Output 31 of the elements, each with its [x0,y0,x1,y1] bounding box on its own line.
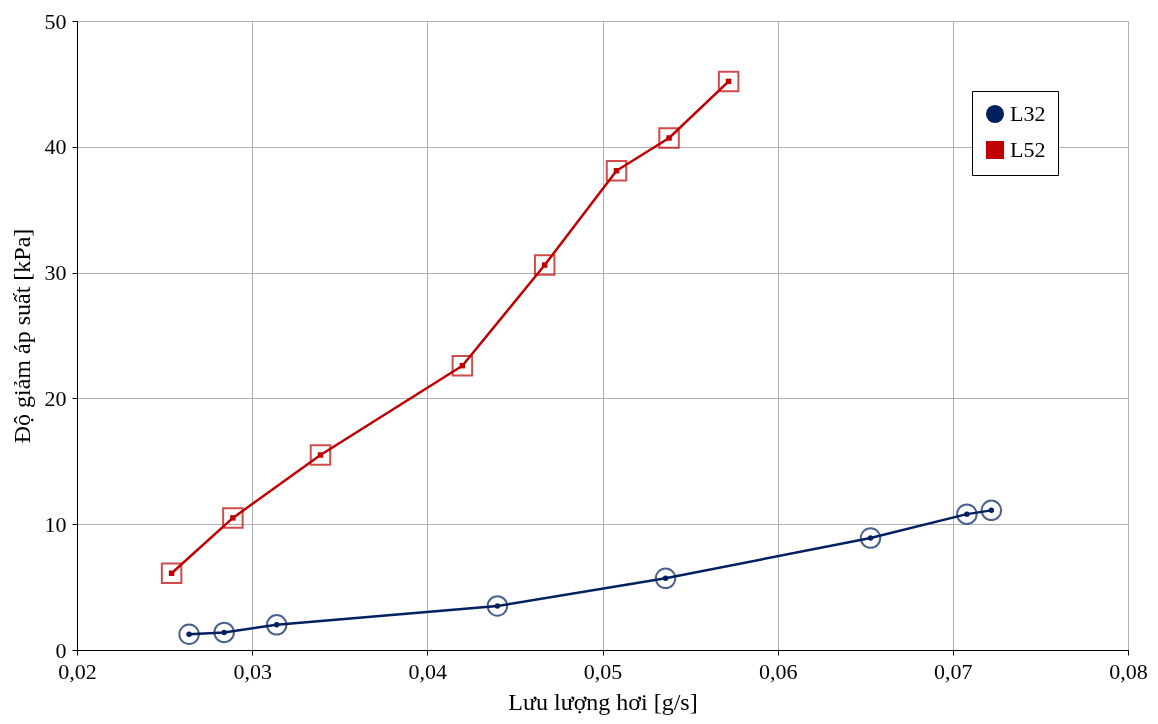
point [605,159,628,182]
point [160,562,183,585]
point [222,507,244,529]
point [859,527,882,549]
x-axis-title: Lưu lượng hơi [g/s] [508,688,698,715]
x-tick-label: 0,08 [1109,658,1148,684]
x-tick-label: 0,05 [583,658,623,684]
legend-label: L32 [1010,101,1046,126]
y-tick-label: 30 [44,260,67,286]
legend-label: L52 [1010,137,1046,162]
y-tick-label: 40 [44,134,67,160]
point [658,127,680,149]
y-tick-label: 10 [44,511,67,537]
point [213,621,235,644]
point [178,623,200,645]
x-tick-label: 0,07 [934,658,973,684]
x-tick-label: 0,06 [758,658,798,684]
point [486,595,509,617]
y-tick-label: 50 [44,8,67,34]
point [980,499,1003,522]
point [451,354,474,377]
point [309,444,332,466]
y-axis-title: Độ giảm áp suất [kPa] [8,228,35,444]
x-tick-label: 0,04 [408,658,448,684]
point [265,614,288,636]
point [654,567,677,590]
point [956,503,978,525]
x-tick-label: 0,03 [233,658,272,684]
point [533,254,556,276]
point [717,70,740,93]
y-tick-label: 20 [44,385,67,411]
